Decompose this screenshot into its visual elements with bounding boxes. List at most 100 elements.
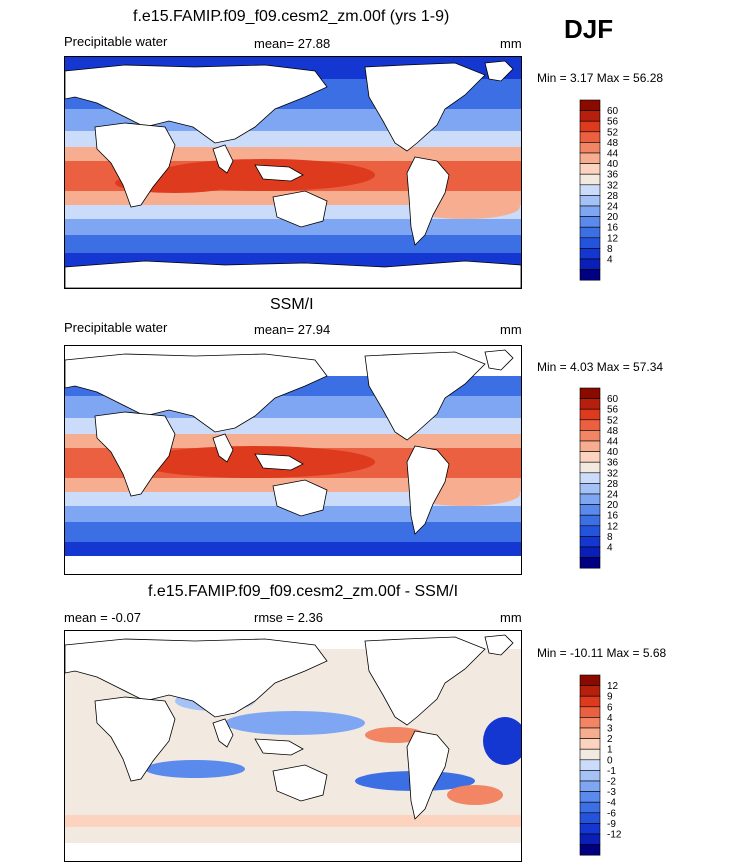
missing-data-bottom xyxy=(65,843,521,861)
colorbar-tick-label: 36 xyxy=(607,170,619,181)
colorbar-tick-label: 56 xyxy=(607,405,619,416)
maritime-continent xyxy=(254,453,304,471)
panel-3-mean: mean = -0.07 xyxy=(64,610,141,625)
continents xyxy=(65,60,521,288)
colorbar-tick-label: 44 xyxy=(607,437,619,448)
colorbar-tick-label: 52 xyxy=(607,415,619,426)
india xyxy=(212,144,234,174)
australia xyxy=(272,190,328,228)
colorbar-box xyxy=(579,398,601,410)
colorbar-box xyxy=(579,173,601,186)
colorbar-box xyxy=(579,759,601,771)
season-label: DJF xyxy=(564,14,614,44)
colorbar-tick-label: 24 xyxy=(607,202,619,213)
colorbar-tick-label: 60 xyxy=(607,106,619,117)
panel-2-mean: mean= 27.94 xyxy=(254,322,331,337)
colorbar-tick-label: 12 xyxy=(607,233,619,244)
greenland xyxy=(484,634,514,656)
panel-3-map xyxy=(64,630,522,862)
colorbar-tick-label: 2 xyxy=(607,734,613,745)
colorbar-tick-label: 60 xyxy=(607,394,619,405)
colorbar-tick-label: -12 xyxy=(607,830,622,841)
colorbar-box xyxy=(579,248,601,260)
colorbar-tick-label: 16 xyxy=(607,511,619,522)
colorbar-box xyxy=(579,461,601,474)
colorbar-box xyxy=(579,258,601,270)
panel-1-minmax: Min = 3.17 Max = 56.28 xyxy=(537,71,664,85)
south-america xyxy=(406,445,450,535)
panel-2-units: mm xyxy=(500,322,522,337)
colorbar-box xyxy=(579,493,601,505)
panel-1-variable-label: Precipitable water xyxy=(64,34,168,49)
colorbar-tick-label: 28 xyxy=(607,191,619,202)
colorbar-box xyxy=(579,727,601,739)
colorbar-tick-label: 8 xyxy=(607,532,613,543)
colorbar-tick-label: 40 xyxy=(607,447,619,458)
panel-3-colorbar: 12 9 6 4 3 2 1 0 -1 -2 -3 -4 -6 -9 -12 xyxy=(578,674,638,865)
band-s3 xyxy=(65,219,521,235)
colorbar-box xyxy=(579,812,601,824)
colorbar-box xyxy=(579,557,601,569)
panel-2-map xyxy=(64,345,522,575)
panel-1-map xyxy=(64,56,522,289)
panel-2-variable-label: Precipitable water xyxy=(64,320,168,335)
colorbar-box xyxy=(579,685,601,697)
colorbar-box xyxy=(579,142,601,154)
colorbar-box xyxy=(579,120,601,133)
south-america xyxy=(406,730,450,820)
pos-anom-satl xyxy=(447,785,503,805)
colorbar-tick-label: 8 xyxy=(607,244,613,255)
panel-3-rmse: rmse = 2.36 xyxy=(254,610,324,625)
colorbar-tick-label: 32 xyxy=(607,180,619,191)
band-s4 xyxy=(65,235,521,253)
colorbar-tick-label: 44 xyxy=(607,149,619,160)
colorbar-box xyxy=(579,99,601,111)
neg-anom-io xyxy=(145,760,245,778)
panel-2-minmax: Min = 4.03 Max = 57.34 xyxy=(537,360,664,374)
north-america xyxy=(364,351,486,441)
greenland xyxy=(484,60,514,82)
greenland xyxy=(484,349,514,371)
colorbar-box xyxy=(579,717,601,729)
colorbar-tick-label: 12 xyxy=(607,521,619,532)
colorbar-tick-label: 32 xyxy=(607,468,619,479)
colorbar-tick-label: -4 xyxy=(607,798,616,809)
south-america xyxy=(406,156,450,246)
colorbar-tick-label: -6 xyxy=(607,808,616,819)
colorbar-box xyxy=(579,791,601,803)
africa xyxy=(94,122,176,208)
colorbar-box xyxy=(579,823,601,835)
colorbar-tick-label: 4 xyxy=(607,543,613,554)
colorbar-tick-label: 52 xyxy=(607,127,619,138)
colorbar-box xyxy=(579,419,601,431)
colorbar-box xyxy=(579,163,601,175)
panel-1-title: f.e15.FAMIP.f09_f09.cesm2_zm.00f (yrs 1-… xyxy=(133,8,450,25)
colorbar-tick-label: 20 xyxy=(607,500,619,511)
colorbar-tick-label: 4 xyxy=(607,713,613,724)
panel-1-mean: mean= 27.88 xyxy=(254,36,331,51)
panel-1-colorbar: 60 56 52 48 44 40 36 32 28 24 20 16 12 8 4 xyxy=(578,99,638,290)
warm-pool xyxy=(135,446,375,478)
colorbar-box xyxy=(579,780,601,792)
colorbar-tick-label: 16 xyxy=(607,223,619,234)
colorbar-box xyxy=(579,536,601,548)
india xyxy=(212,718,234,748)
colorbar-box xyxy=(579,546,601,558)
colorbar-box xyxy=(579,472,601,484)
colorbar-box xyxy=(579,387,601,399)
colorbar-tick-label: 56 xyxy=(607,117,619,128)
colorbar-box xyxy=(579,770,601,782)
pos-anom-epac xyxy=(365,727,425,743)
colorbar-box xyxy=(579,216,601,228)
colorbar-tick-label: -1 xyxy=(607,766,616,777)
australia xyxy=(272,764,328,802)
colorbar-box xyxy=(579,451,601,463)
africa xyxy=(94,411,176,497)
colorbar-box xyxy=(579,738,601,750)
colorbar-box xyxy=(579,706,601,718)
colorbar-tick-label: 36 xyxy=(607,458,619,469)
colorbar-box xyxy=(579,237,601,249)
north-america xyxy=(364,62,486,152)
colorbar-tick-label: 48 xyxy=(607,138,619,149)
continents xyxy=(65,349,514,535)
